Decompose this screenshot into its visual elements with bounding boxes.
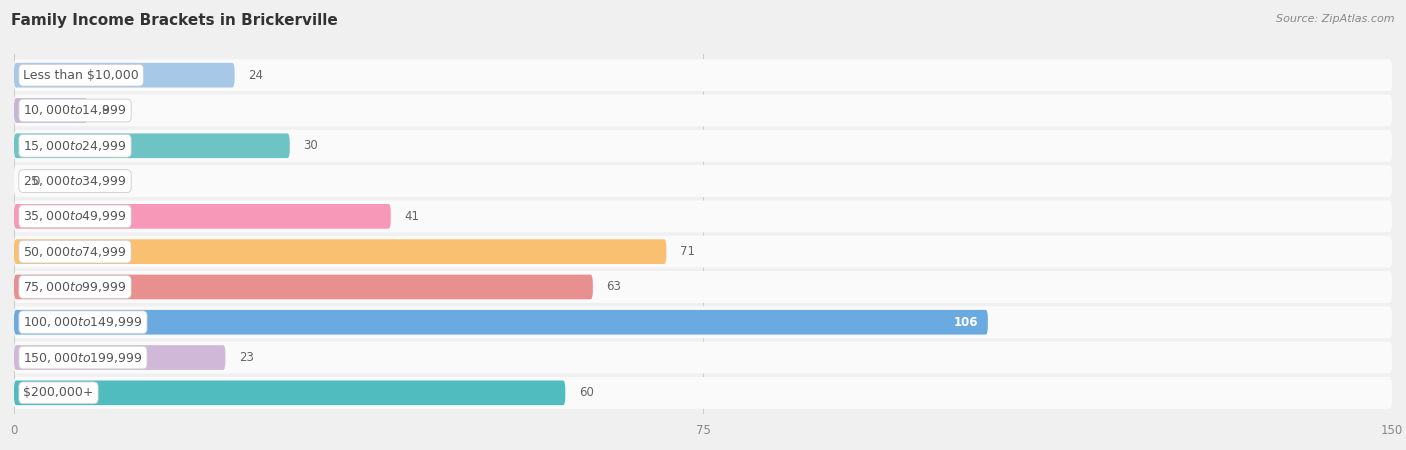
- Text: $10,000 to $14,999: $10,000 to $14,999: [24, 104, 127, 117]
- Text: 0: 0: [32, 175, 39, 188]
- Text: $25,000 to $34,999: $25,000 to $34,999: [24, 174, 127, 188]
- FancyBboxPatch shape: [14, 59, 1392, 91]
- FancyBboxPatch shape: [14, 200, 1392, 232]
- Text: $50,000 to $74,999: $50,000 to $74,999: [24, 245, 127, 259]
- Text: $75,000 to $99,999: $75,000 to $99,999: [24, 280, 127, 294]
- Text: 63: 63: [606, 280, 621, 293]
- Text: $100,000 to $149,999: $100,000 to $149,999: [24, 315, 142, 329]
- Text: 60: 60: [579, 386, 593, 399]
- Text: 71: 71: [681, 245, 695, 258]
- FancyBboxPatch shape: [14, 63, 235, 88]
- Text: 30: 30: [304, 139, 318, 152]
- FancyBboxPatch shape: [14, 94, 1392, 126]
- FancyBboxPatch shape: [14, 345, 225, 370]
- Text: 24: 24: [249, 69, 263, 82]
- FancyBboxPatch shape: [14, 239, 666, 264]
- FancyBboxPatch shape: [14, 342, 1392, 374]
- FancyBboxPatch shape: [14, 236, 1392, 268]
- FancyBboxPatch shape: [14, 310, 988, 335]
- FancyBboxPatch shape: [14, 274, 593, 299]
- FancyBboxPatch shape: [14, 306, 1392, 338]
- Text: 106: 106: [955, 316, 979, 329]
- FancyBboxPatch shape: [14, 204, 391, 229]
- FancyBboxPatch shape: [14, 271, 1392, 303]
- FancyBboxPatch shape: [14, 377, 1392, 409]
- Text: Family Income Brackets in Brickerville: Family Income Brackets in Brickerville: [11, 14, 337, 28]
- FancyBboxPatch shape: [14, 98, 87, 123]
- Text: 8: 8: [101, 104, 108, 117]
- Text: $150,000 to $199,999: $150,000 to $199,999: [24, 351, 142, 364]
- Text: 23: 23: [239, 351, 254, 364]
- FancyBboxPatch shape: [14, 133, 290, 158]
- Text: 41: 41: [405, 210, 419, 223]
- FancyBboxPatch shape: [14, 130, 1392, 162]
- FancyBboxPatch shape: [14, 165, 1392, 197]
- Text: $15,000 to $24,999: $15,000 to $24,999: [24, 139, 127, 153]
- Text: $35,000 to $49,999: $35,000 to $49,999: [24, 209, 127, 223]
- Text: $200,000+: $200,000+: [24, 386, 94, 399]
- Text: Source: ZipAtlas.com: Source: ZipAtlas.com: [1277, 14, 1395, 23]
- FancyBboxPatch shape: [14, 380, 565, 405]
- Text: Less than $10,000: Less than $10,000: [24, 69, 139, 82]
